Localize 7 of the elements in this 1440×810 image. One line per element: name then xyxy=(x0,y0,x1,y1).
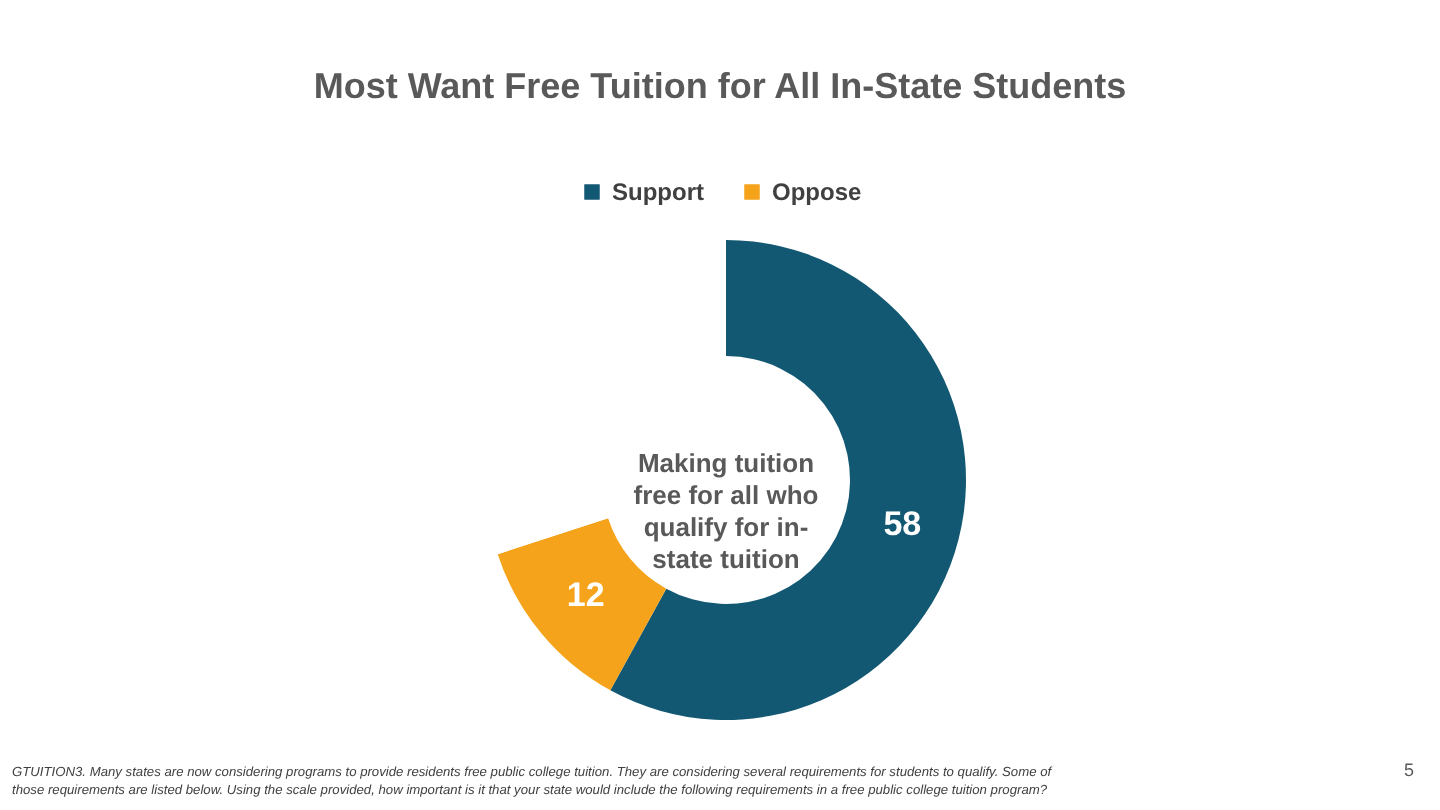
chart-title: Most Want Free Tuition for All In-State Students xyxy=(313,66,1127,106)
data-label: 58 xyxy=(883,505,922,544)
text: Making tuition free for all who qualify for in-state tuition xyxy=(633,448,819,574)
text: 5 xyxy=(1404,760,1415,780)
data-label: 12 xyxy=(566,576,605,615)
legend-label: Support xyxy=(612,178,704,206)
legend-label: Oppose xyxy=(772,178,862,206)
